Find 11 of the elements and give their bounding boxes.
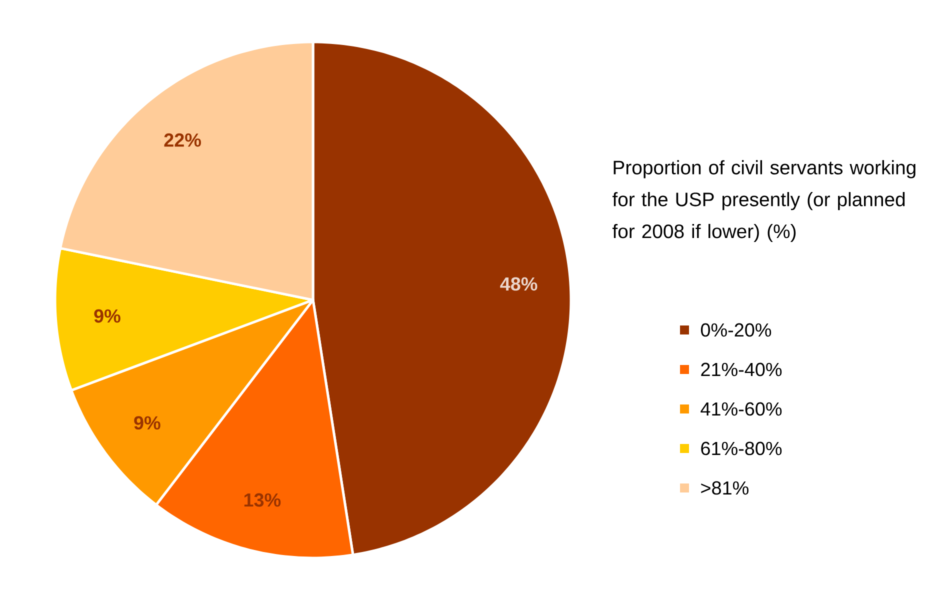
legend-label: 0%-20% bbox=[700, 323, 772, 337]
legend-label: >81% bbox=[701, 481, 748, 495]
data-label: 13% bbox=[244, 493, 281, 507]
legend-title: Proportion of civil servants working for the USP presently (or planned for 2008 if lower) (%) bbox=[612, 160, 916, 242]
data-label: 9% bbox=[94, 309, 120, 323]
data-label: 22% bbox=[164, 133, 201, 147]
data-label: 9% bbox=[134, 416, 160, 430]
legend-label: 41%-60% bbox=[700, 402, 782, 416]
data-label: 48% bbox=[500, 277, 538, 291]
legend-label: 61%-80% bbox=[701, 442, 782, 456]
legend-label: 21%-40% bbox=[701, 362, 782, 376]
